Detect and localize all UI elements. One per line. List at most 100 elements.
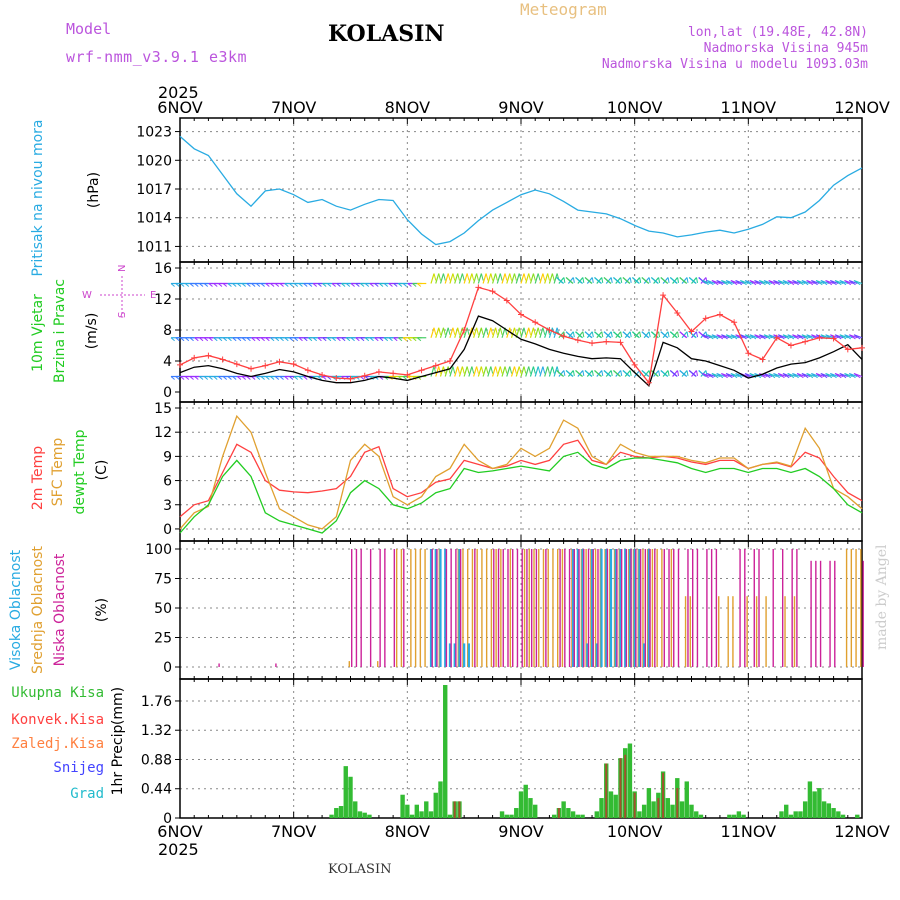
wind-barb-head — [509, 366, 513, 374]
wind-barb-head — [677, 370, 680, 376]
wind-barb-head — [447, 327, 451, 335]
wind-barb-head — [542, 366, 546, 374]
wind-barb — [577, 370, 584, 377]
pressure-ytick-label: 1011 — [136, 239, 172, 255]
wind-ytick-label: 8 — [163, 323, 172, 339]
wind-barb — [558, 370, 565, 377]
wind-barb — [586, 277, 593, 284]
temperature-ytick-label: 12 — [154, 425, 172, 441]
wind-barb — [586, 331, 593, 339]
wind-barb-head — [556, 370, 563, 377]
precip-bar — [334, 808, 339, 818]
day-label-top: 6NOV — [157, 98, 202, 117]
wind-barb-head — [677, 331, 680, 338]
wind-barb — [444, 327, 449, 338]
wind-barb-head — [447, 366, 451, 374]
model-label: Model — [66, 20, 112, 38]
wind-gust-marker — [787, 342, 794, 349]
wind-gust-marker — [390, 370, 397, 377]
precip-bar — [855, 814, 860, 818]
wind-barb-head — [360, 337, 365, 342]
wind-barb — [506, 366, 511, 377]
wind-barb-head — [563, 370, 566, 376]
cloud-y-title-3: Niska Oblacnost — [52, 553, 68, 666]
wind-barb-head — [495, 366, 498, 374]
wind-barb — [634, 277, 641, 284]
wind-barb-head — [758, 280, 766, 286]
wind-barb-head — [537, 273, 541, 281]
precip-bar — [670, 804, 675, 818]
wind-barb-head — [523, 366, 527, 374]
wind-barb-head — [679, 277, 686, 284]
wind-barb-head — [326, 283, 332, 287]
wind-barb — [525, 273, 530, 284]
wind-barb-head — [374, 283, 379, 287]
wind-barb-head — [688, 331, 696, 338]
coords-text: lon,lat (19.48E, 42.8N) — [687, 25, 868, 40]
wind-barb-head — [452, 366, 456, 374]
wind-barb-head — [246, 283, 251, 287]
wind-barb-head — [203, 376, 209, 380]
precip-bar — [727, 814, 732, 818]
wind-barb-head — [284, 283, 289, 287]
wind-barb-head — [218, 337, 223, 342]
wind-barb-head — [542, 327, 546, 335]
wind-barb — [525, 327, 530, 338]
clouds-ytick-label: 25 — [154, 631, 172, 647]
wind-barb-head — [648, 331, 651, 338]
wind-barb — [529, 327, 535, 338]
wind-barb-head — [622, 277, 630, 284]
wind-barb-head — [180, 376, 185, 380]
wind-barb — [473, 273, 478, 284]
wind-barb-head — [514, 366, 517, 374]
wind-barb-head — [853, 334, 861, 340]
wind-barb-head — [853, 280, 861, 286]
wind-barb-head — [433, 273, 437, 281]
wind-gust-marker — [759, 356, 766, 363]
wind-barb-head — [641, 331, 649, 338]
wind-barb-head — [265, 283, 270, 287]
precip-bar — [731, 814, 737, 818]
wind-barb-head — [374, 337, 379, 342]
wind-barb-head — [582, 277, 585, 283]
wind-barb — [487, 327, 492, 338]
wind-gust-marker — [546, 327, 553, 333]
wind-barb-head — [594, 370, 601, 377]
wind-barb-head — [284, 337, 289, 342]
wind-gust-marker — [375, 368, 382, 375]
wind-gust-marker — [262, 362, 269, 369]
wind-barb — [624, 370, 631, 377]
wind-barb-head — [806, 280, 814, 286]
wind-barb-head — [698, 277, 705, 284]
wind-barb-head — [270, 337, 275, 342]
wind-barb-head — [820, 280, 828, 286]
wind-barb — [653, 370, 660, 377]
wind-barb-head — [706, 280, 714, 286]
wind-barb — [444, 366, 449, 377]
wind-barb-head — [601, 331, 604, 338]
precip-bar — [419, 811, 424, 818]
wind-barb-head — [317, 376, 322, 380]
wind-barb-head — [203, 283, 209, 287]
wind-barb-head — [740, 280, 747, 286]
wind-barb — [548, 273, 553, 284]
wind-barb-head — [591, 331, 594, 338]
wind-barb — [681, 277, 688, 284]
wind-barb — [681, 370, 688, 377]
precip-bar — [817, 788, 822, 818]
wind-barb-head — [222, 283, 228, 287]
wind-barb-head — [227, 337, 232, 342]
wind-barb-head — [792, 334, 799, 340]
wind-gust-marker — [276, 358, 283, 365]
wind-barb-head — [696, 277, 698, 283]
wind-barb-head — [744, 280, 752, 286]
wind-barb — [501, 273, 506, 284]
wind-barb-head — [815, 280, 823, 286]
temp-y-title-1: 2m Temp — [30, 446, 46, 510]
wind-barb-head — [787, 334, 795, 340]
precip-bar — [551, 814, 557, 818]
model-elevation-text: Nadmorska Visina u modelu 1093.03m — [601, 57, 868, 72]
wind-barb-head — [686, 331, 689, 338]
wind-gust-marker — [333, 375, 340, 382]
compass-north: N — [117, 265, 128, 272]
